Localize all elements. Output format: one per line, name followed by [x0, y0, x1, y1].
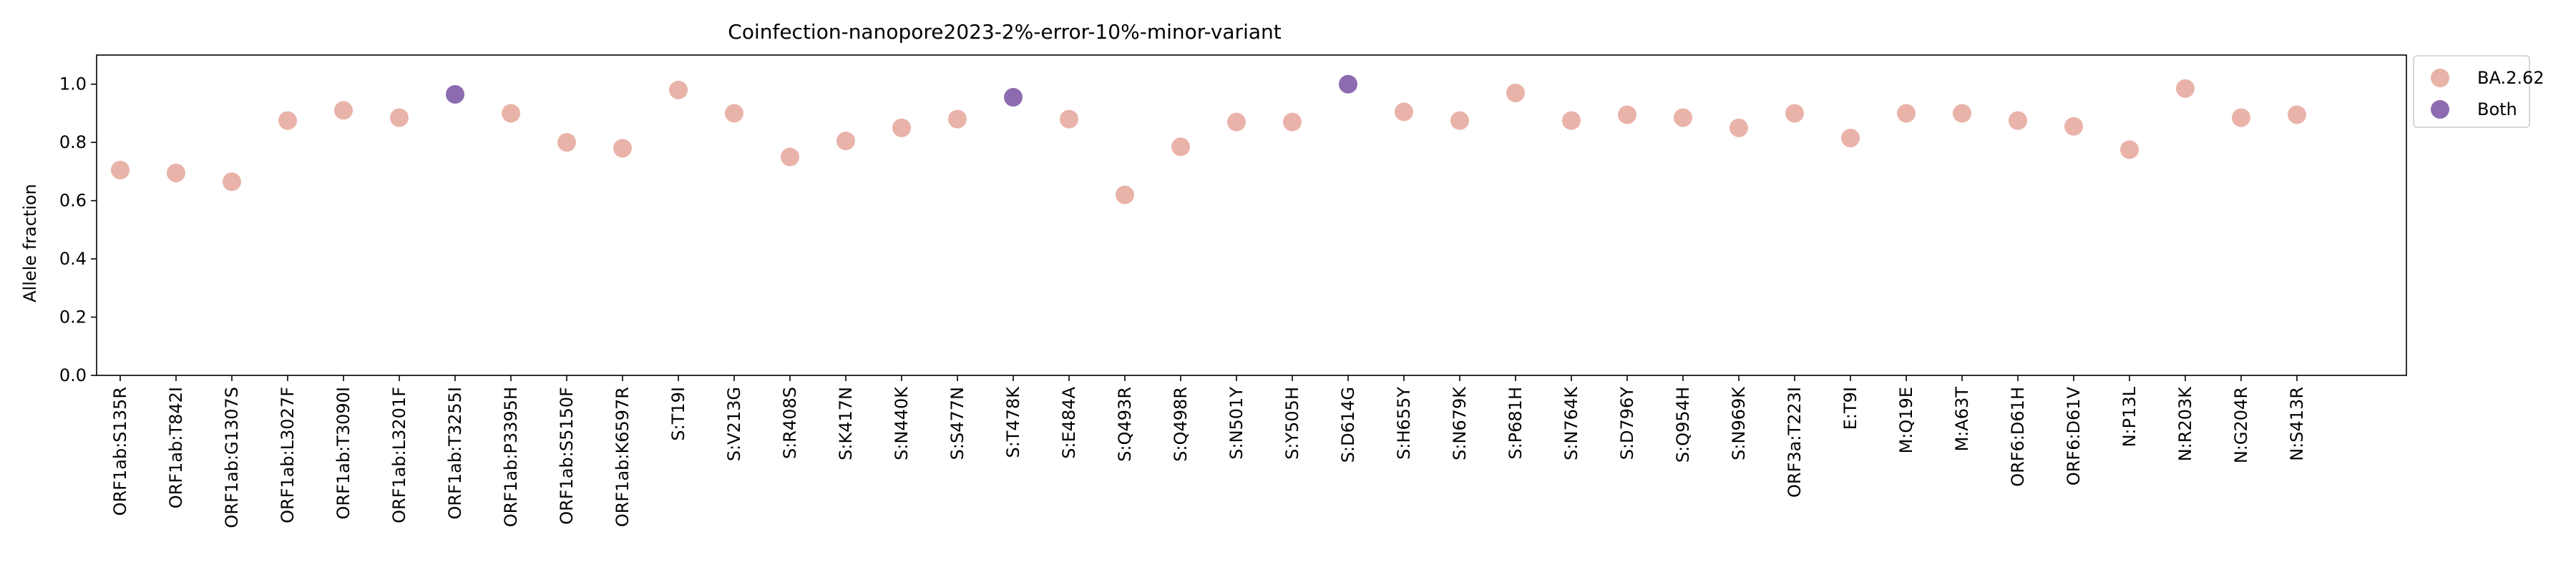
x-tick-label: S:T19I — [668, 387, 688, 441]
x-tick-label: S:N969K — [1729, 386, 1749, 460]
x-tick-label: N:P13L — [2119, 386, 2140, 447]
chart-title: Coinfection-nanopore2023-2%-error-10%-mi… — [728, 20, 1281, 44]
data-point-ba-2-62 — [1674, 108, 1692, 127]
data-point-ba-2-62 — [167, 163, 185, 182]
data-point-ba-2-62 — [2064, 117, 2083, 136]
data-point-ba-2-62 — [1060, 109, 1078, 129]
x-tick-label: N:R203K — [2175, 386, 2195, 462]
x-tick-label: S:D614G — [1338, 387, 1358, 463]
data-point-ba-2-62 — [2120, 140, 2139, 159]
data-point-ba-2-62 — [2009, 111, 2027, 130]
data-point-ba-2-62 — [334, 101, 353, 120]
data-point-both — [446, 84, 464, 104]
x-tick-label: ORF1ab:G1307S — [222, 387, 242, 528]
data-point-ba-2-62 — [223, 172, 241, 192]
x-tick-label: S:V213G — [724, 387, 744, 461]
x-tick-label: S:Q498R — [1171, 387, 1191, 462]
data-point-ba-2-62 — [1841, 129, 1860, 148]
x-tick-label: ORF1ab:T3255I — [445, 387, 465, 519]
data-point-ba-2-62 — [669, 80, 688, 99]
data-point-ba-2-62 — [1395, 102, 1413, 122]
data-point-ba-2-62 — [557, 133, 576, 152]
data-point-ba-2-62 — [278, 111, 297, 130]
x-axis-ticks: ORF1ab:S135R ORF1ab:T842I ORF1ab:G1307S ORF… — [110, 375, 2307, 528]
x-tick-label: ORF6:D61H — [2008, 387, 2028, 487]
y-axis-ticks: 0.0 0.2 0.4 0.6 0.8 1.0 — [59, 74, 97, 385]
x-tick-label: S:N764K — [1561, 386, 1581, 460]
data-point-both — [1339, 74, 1357, 94]
data-point-ba-2-62 — [781, 147, 799, 167]
legend-marker-ba-2-62 — [2431, 69, 2449, 87]
legend-label: Both — [2477, 99, 2517, 119]
y-tick-label: 0.0 — [59, 365, 87, 385]
x-tick-label: S:P681H — [1506, 387, 1526, 460]
y-tick-label: 0.8 — [59, 132, 87, 152]
x-tick-label: M:A63T — [1952, 387, 1972, 452]
data-point-ba-2-62 — [1227, 112, 1246, 132]
x-tick-label: S:H655Y — [1394, 387, 1414, 460]
x-tick-label: S:N501Y — [1226, 387, 1246, 460]
data-point-ba-2-62 — [2288, 105, 2306, 124]
data-point-ba-2-62 — [1450, 111, 1469, 130]
data-point-ba-2-62 — [1953, 104, 1971, 123]
x-tick-label: S:D796Y — [1617, 387, 1637, 460]
x-tick-label: S:N440K — [892, 386, 912, 460]
x-tick-label: ORF1ab:T842I — [166, 387, 186, 508]
data-point-ba-2-62 — [836, 132, 855, 151]
x-tick-label: N:G204R — [2231, 387, 2251, 463]
data-point-ba-2-62 — [1562, 111, 1581, 130]
x-tick-label: S:Q493R — [1115, 387, 1135, 462]
data-point-ba-2-62 — [111, 160, 130, 179]
x-tick-label: S:N679K — [1450, 386, 1470, 460]
x-tick-label: ORF1ab:P3395H — [501, 387, 521, 527]
y-tick-label: 1.0 — [59, 74, 87, 94]
data-point-ba-2-62 — [948, 109, 967, 129]
y-tick-label: 0.4 — [59, 249, 87, 269]
x-tick-label: S:T478K — [1003, 386, 1023, 458]
x-tick-label: S:Q954H — [1673, 387, 1693, 463]
data-point-ba-2-62 — [725, 104, 743, 123]
x-tick-label: ORF1ab:L3201F — [389, 387, 409, 523]
data-point-both — [1004, 88, 1023, 107]
data-point-ba-2-62 — [1506, 83, 1525, 102]
data-point-ba-2-62 — [613, 139, 632, 158]
data-point-ba-2-62 — [1171, 137, 1190, 157]
data-points — [111, 74, 2306, 204]
data-point-ba-2-62 — [1897, 104, 1916, 123]
x-tick-label: S:S477N — [947, 387, 967, 460]
legend: BA.2.62 Both — [2413, 55, 2545, 128]
data-point-ba-2-62 — [1116, 185, 1134, 204]
data-point-ba-2-62 — [1618, 105, 1636, 124]
x-tick-label: S:E484A — [1059, 386, 1079, 458]
y-axis-label: Allele fraction — [20, 184, 40, 302]
y-tick-label: 0.2 — [59, 307, 87, 327]
data-point-ba-2-62 — [2232, 108, 2250, 127]
x-tick-label: ORF1ab:T3090I — [333, 387, 353, 519]
data-point-ba-2-62 — [1785, 104, 1804, 123]
data-point-ba-2-62 — [390, 108, 409, 127]
x-tick-label: ORF1ab:K6597R — [613, 387, 633, 527]
legend-label: BA.2.62 — [2477, 68, 2545, 88]
x-tick-label: S:K417N — [836, 387, 856, 460]
data-point-ba-2-62 — [892, 118, 911, 137]
legend-marker-both — [2431, 100, 2449, 119]
x-tick-label: ORF1ab:S135R — [110, 387, 130, 516]
data-point-ba-2-62 — [502, 104, 520, 123]
x-tick-label: N:S413R — [2287, 387, 2307, 461]
data-point-ba-2-62 — [2176, 79, 2195, 98]
x-tick-label: S:R408S — [780, 387, 800, 459]
data-point-ba-2-62 — [1283, 112, 1302, 132]
x-tick-label: ORF3a:T223I — [1785, 387, 1805, 498]
x-tick-label: ORF6:D61V — [2064, 386, 2084, 485]
plot-frame — [96, 54, 2407, 376]
x-tick-label: S:Y505H — [1282, 387, 1302, 460]
x-tick-label: M:Q19E — [1896, 387, 1916, 453]
y-tick-label: 0.6 — [59, 191, 87, 211]
data-point-ba-2-62 — [1729, 118, 1748, 137]
x-tick-label: E:T9I — [1840, 387, 1860, 430]
x-tick-label: ORF1ab:S5150F — [557, 387, 577, 525]
x-tick-label: ORF1ab:L3027F — [278, 387, 298, 523]
